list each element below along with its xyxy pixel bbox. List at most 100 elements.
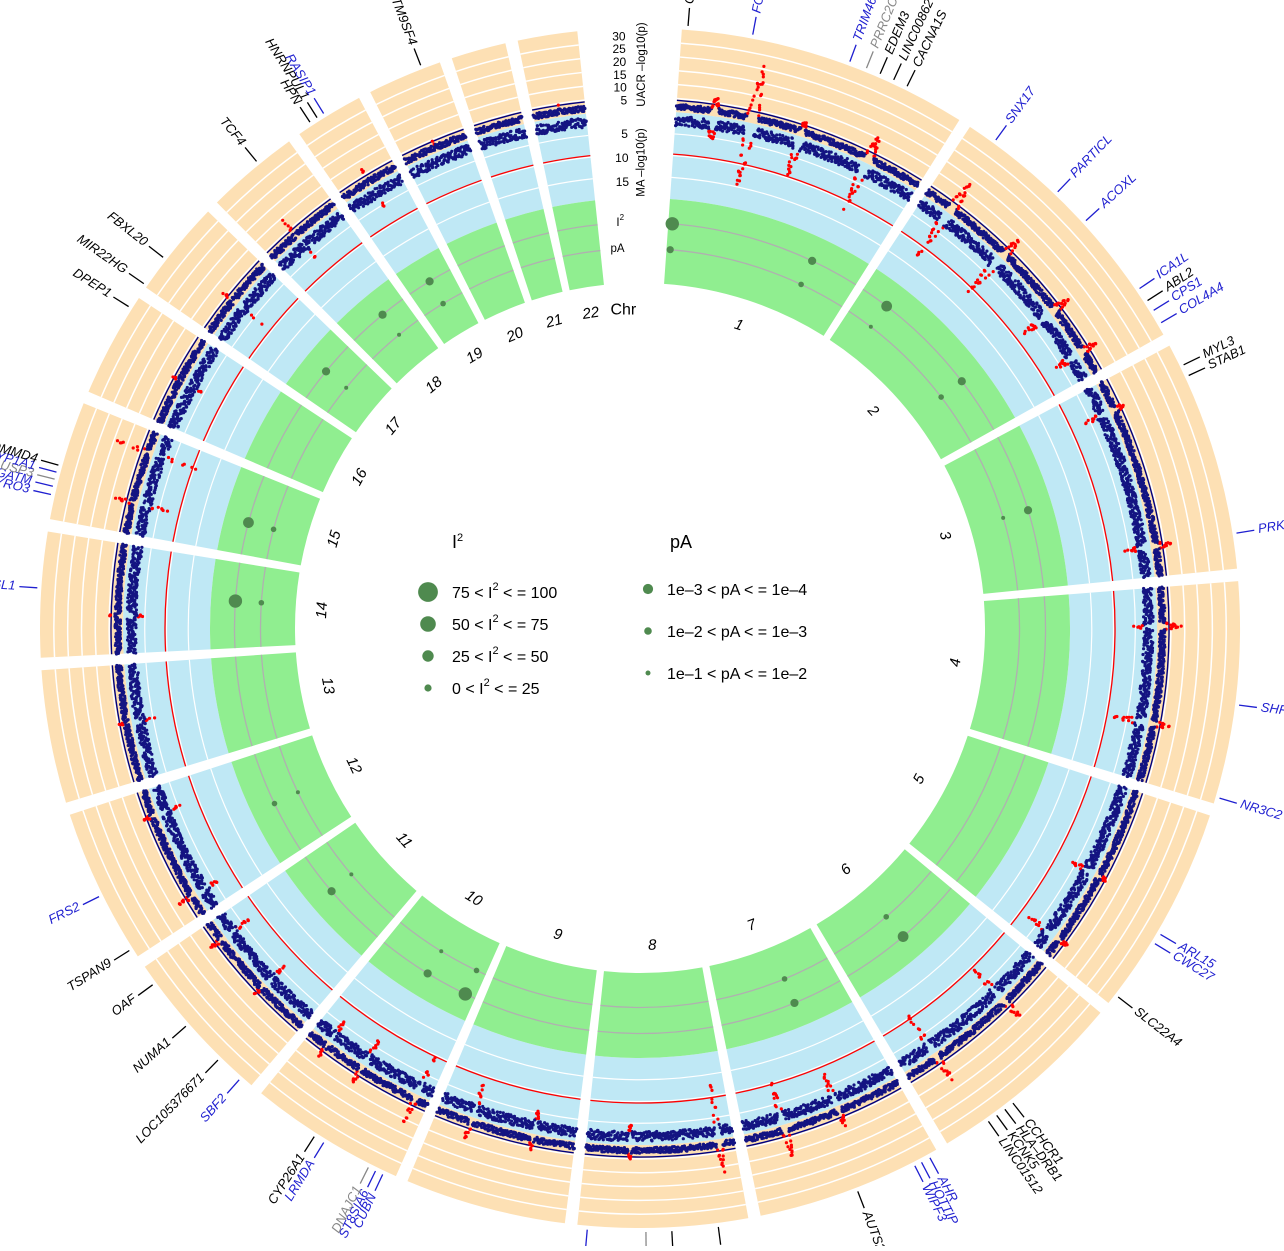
ma-point <box>990 982 994 987</box>
uacr-grid-ring <box>523 58 581 69</box>
uacr-point <box>1007 993 1011 997</box>
ma-grid-ring <box>189 775 245 888</box>
uacr-grid-ring <box>134 792 197 919</box>
ma-point <box>930 231 934 235</box>
ma-point <box>741 125 746 129</box>
ma-point <box>687 124 691 128</box>
i2-band-chr13 <box>211 652 310 754</box>
uacr-point <box>1156 665 1160 670</box>
ma-grid-ring <box>588 1114 730 1124</box>
ma-point <box>874 179 878 184</box>
ma-grid-ring <box>224 379 264 451</box>
ma-grid-ring <box>305 243 364 293</box>
uacr-grid-ring <box>113 312 163 403</box>
ma-point <box>1034 922 1038 927</box>
uacr-point <box>908 181 913 186</box>
uacr-point <box>748 106 752 110</box>
uacr-point <box>1082 345 1086 349</box>
ma-point <box>758 136 762 140</box>
ma-point <box>1123 549 1127 553</box>
uacr-grid-ring <box>66 535 76 657</box>
ma-point <box>1105 834 1110 838</box>
uacr-point <box>817 134 822 138</box>
ma-grid-ring <box>888 250 1035 408</box>
ma-point <box>804 150 809 154</box>
ma-point <box>1106 421 1110 425</box>
ma-point <box>1133 758 1138 762</box>
ma-grid-ring <box>543 156 591 166</box>
pa-guide-ring <box>666 248 843 308</box>
ma-point <box>984 1004 988 1009</box>
ma-grid-ring <box>230 907 320 1006</box>
uacr-point <box>1010 249 1015 253</box>
uacr-grid-ring <box>179 239 239 312</box>
ma-point <box>1077 378 1081 382</box>
uacr-point <box>1168 542 1172 546</box>
uacr-grid-ring <box>423 1142 571 1183</box>
ma-point <box>741 138 745 142</box>
uacr-grid-ring <box>54 669 80 799</box>
ma-point <box>840 156 844 160</box>
uacr-grid-ring <box>156 220 219 296</box>
i2-guide-ring <box>482 1001 590 1031</box>
ma-point <box>1130 715 1134 719</box>
ma-point <box>738 170 742 174</box>
ma-point <box>1148 621 1152 625</box>
pa-guide-ring <box>1002 598 1021 740</box>
ma-point <box>1058 346 1062 350</box>
uacr-band-chr20 <box>370 62 468 167</box>
ma-point <box>790 156 794 160</box>
ma-grid-ring <box>184 355 227 434</box>
uacr-grid-ring <box>322 133 379 169</box>
ma-point <box>781 134 785 138</box>
ma-point <box>947 220 951 224</box>
ma-point <box>735 182 739 186</box>
uacr-point <box>799 126 803 130</box>
ma-grid-ring <box>671 176 881 247</box>
ma-point <box>1027 328 1031 332</box>
ma-point <box>1063 363 1067 367</box>
ma-band-chr14 <box>122 544 216 654</box>
ma-point <box>1117 442 1121 446</box>
uacr-grid-ring <box>68 668 94 795</box>
ma-grid-ring <box>370 209 419 239</box>
ma-grid-ring <box>188 659 209 760</box>
ma-band-chr1 <box>669 112 916 264</box>
uacr-point <box>874 142 878 146</box>
ma-grid-ring <box>267 314 316 372</box>
uacr-point <box>1162 621 1166 625</box>
uacr-point <box>1059 942 1063 946</box>
ma-point <box>1059 903 1063 907</box>
ma-point <box>1139 626 1143 630</box>
ma-point <box>993 985 997 989</box>
ma-point <box>834 152 838 156</box>
ma-grid-ring <box>484 144 529 159</box>
ma-point <box>884 186 889 190</box>
pa-guide-ring <box>848 310 972 443</box>
i2-band-chr2 <box>829 268 1016 460</box>
uacr-band-chr5 <box>1043 789 1210 1003</box>
ma-grid-ring <box>231 283 284 348</box>
ma-point <box>721 129 725 133</box>
uacr-point <box>711 104 715 108</box>
uacr-point <box>1157 574 1161 578</box>
uacr-point <box>758 103 762 107</box>
ma-point <box>1037 309 1041 313</box>
ma-point <box>726 120 730 125</box>
ma-point <box>1123 791 1128 796</box>
ma-grid-ring <box>173 450 202 543</box>
ma-grid-ring <box>730 1020 864 1072</box>
uacr-grid-ring <box>433 1116 574 1156</box>
i2-guide-ring <box>597 1026 714 1035</box>
uacr-grid-ring <box>76 413 111 525</box>
ma-point <box>1090 387 1094 391</box>
pa-guide-ring <box>716 957 828 1001</box>
ma-point <box>737 179 742 183</box>
ma-point <box>1133 723 1138 728</box>
ma-point <box>1028 294 1032 299</box>
ma-point <box>860 178 864 182</box>
ma-grid-ring <box>290 225 351 278</box>
uacr-point <box>793 125 797 129</box>
uacr-band-chr14 <box>39 531 130 658</box>
ma-point <box>1130 771 1134 775</box>
